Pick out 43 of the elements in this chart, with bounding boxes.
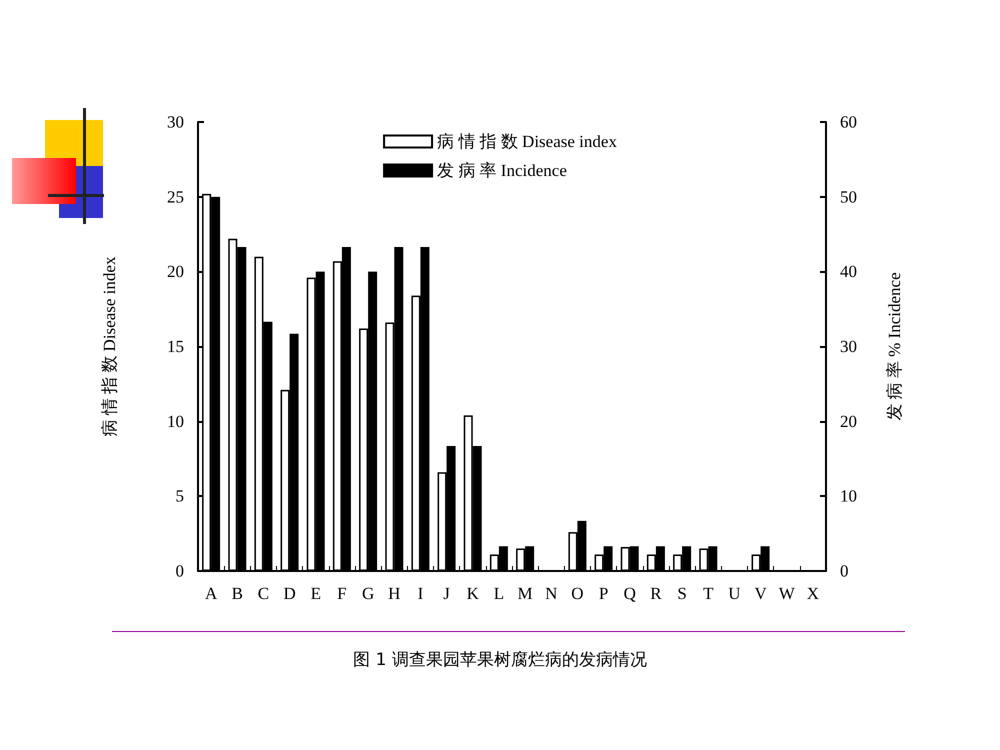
x-tick-label: O — [571, 584, 584, 603]
x-tick-label: W — [778, 584, 796, 603]
y2-tick-label: 40 — [840, 262, 857, 282]
x-tick-label: J — [443, 584, 450, 603]
y2-tick-label: 30 — [840, 337, 857, 356]
y-tick-label: 0 — [176, 562, 184, 580]
x-tick-label: T — [703, 584, 714, 603]
x-tick-label: Q — [624, 584, 636, 603]
x-tick-label: B — [232, 584, 243, 603]
x-tick-label: E — [310, 584, 321, 603]
y2-axis-title: 发 病 率 % Incidence — [885, 272, 904, 421]
legend-label: 发 病 率 Incidence — [437, 161, 567, 180]
y2-tick-label: 10 — [840, 486, 857, 506]
x-tick-label: U — [728, 584, 741, 603]
y2-tick-label: 20 — [840, 412, 857, 431]
x-tick-label: L — [494, 584, 504, 603]
y-tick-label: 30 — [167, 112, 184, 132]
x-tick-label: X — [806, 584, 820, 603]
y2-tick-label: 60 — [840, 112, 857, 132]
x-tick-label: P — [598, 584, 608, 603]
y2-tick-label: 50 — [840, 187, 857, 206]
x-tick-label: R — [650, 584, 662, 603]
x-tick-label: N — [545, 584, 558, 603]
x-tick-label: G — [362, 584, 374, 603]
x-tick-label: A — [204, 584, 218, 603]
x-tick-label: M — [518, 584, 533, 603]
legend-label: 病 情 指 数 Disease index — [437, 132, 618, 151]
x-tick-label: S — [677, 584, 687, 603]
x-tick-label: F — [337, 584, 347, 603]
x-tick-label: K — [466, 584, 480, 603]
x-tick-label: H — [388, 584, 400, 603]
y2-tick-label: 0 — [840, 562, 848, 580]
y-axis-title: 病 情 指 数 Disease index — [100, 256, 119, 436]
x-tick-label: V — [754, 584, 768, 603]
y-tick-label: 20 — [167, 262, 184, 282]
y-tick-label: 15 — [167, 337, 184, 356]
y-tick-label: 10 — [167, 412, 184, 431]
x-tick-label: C — [258, 584, 270, 603]
x-tick-label: D — [283, 584, 296, 603]
y-tick-label: 5 — [176, 486, 184, 506]
x-tick-label: I — [418, 584, 424, 603]
y-tick-label: 25 — [167, 187, 184, 206]
text: 图 1 调查果园苹果树腐烂病的发病情况 — [352, 649, 648, 671]
